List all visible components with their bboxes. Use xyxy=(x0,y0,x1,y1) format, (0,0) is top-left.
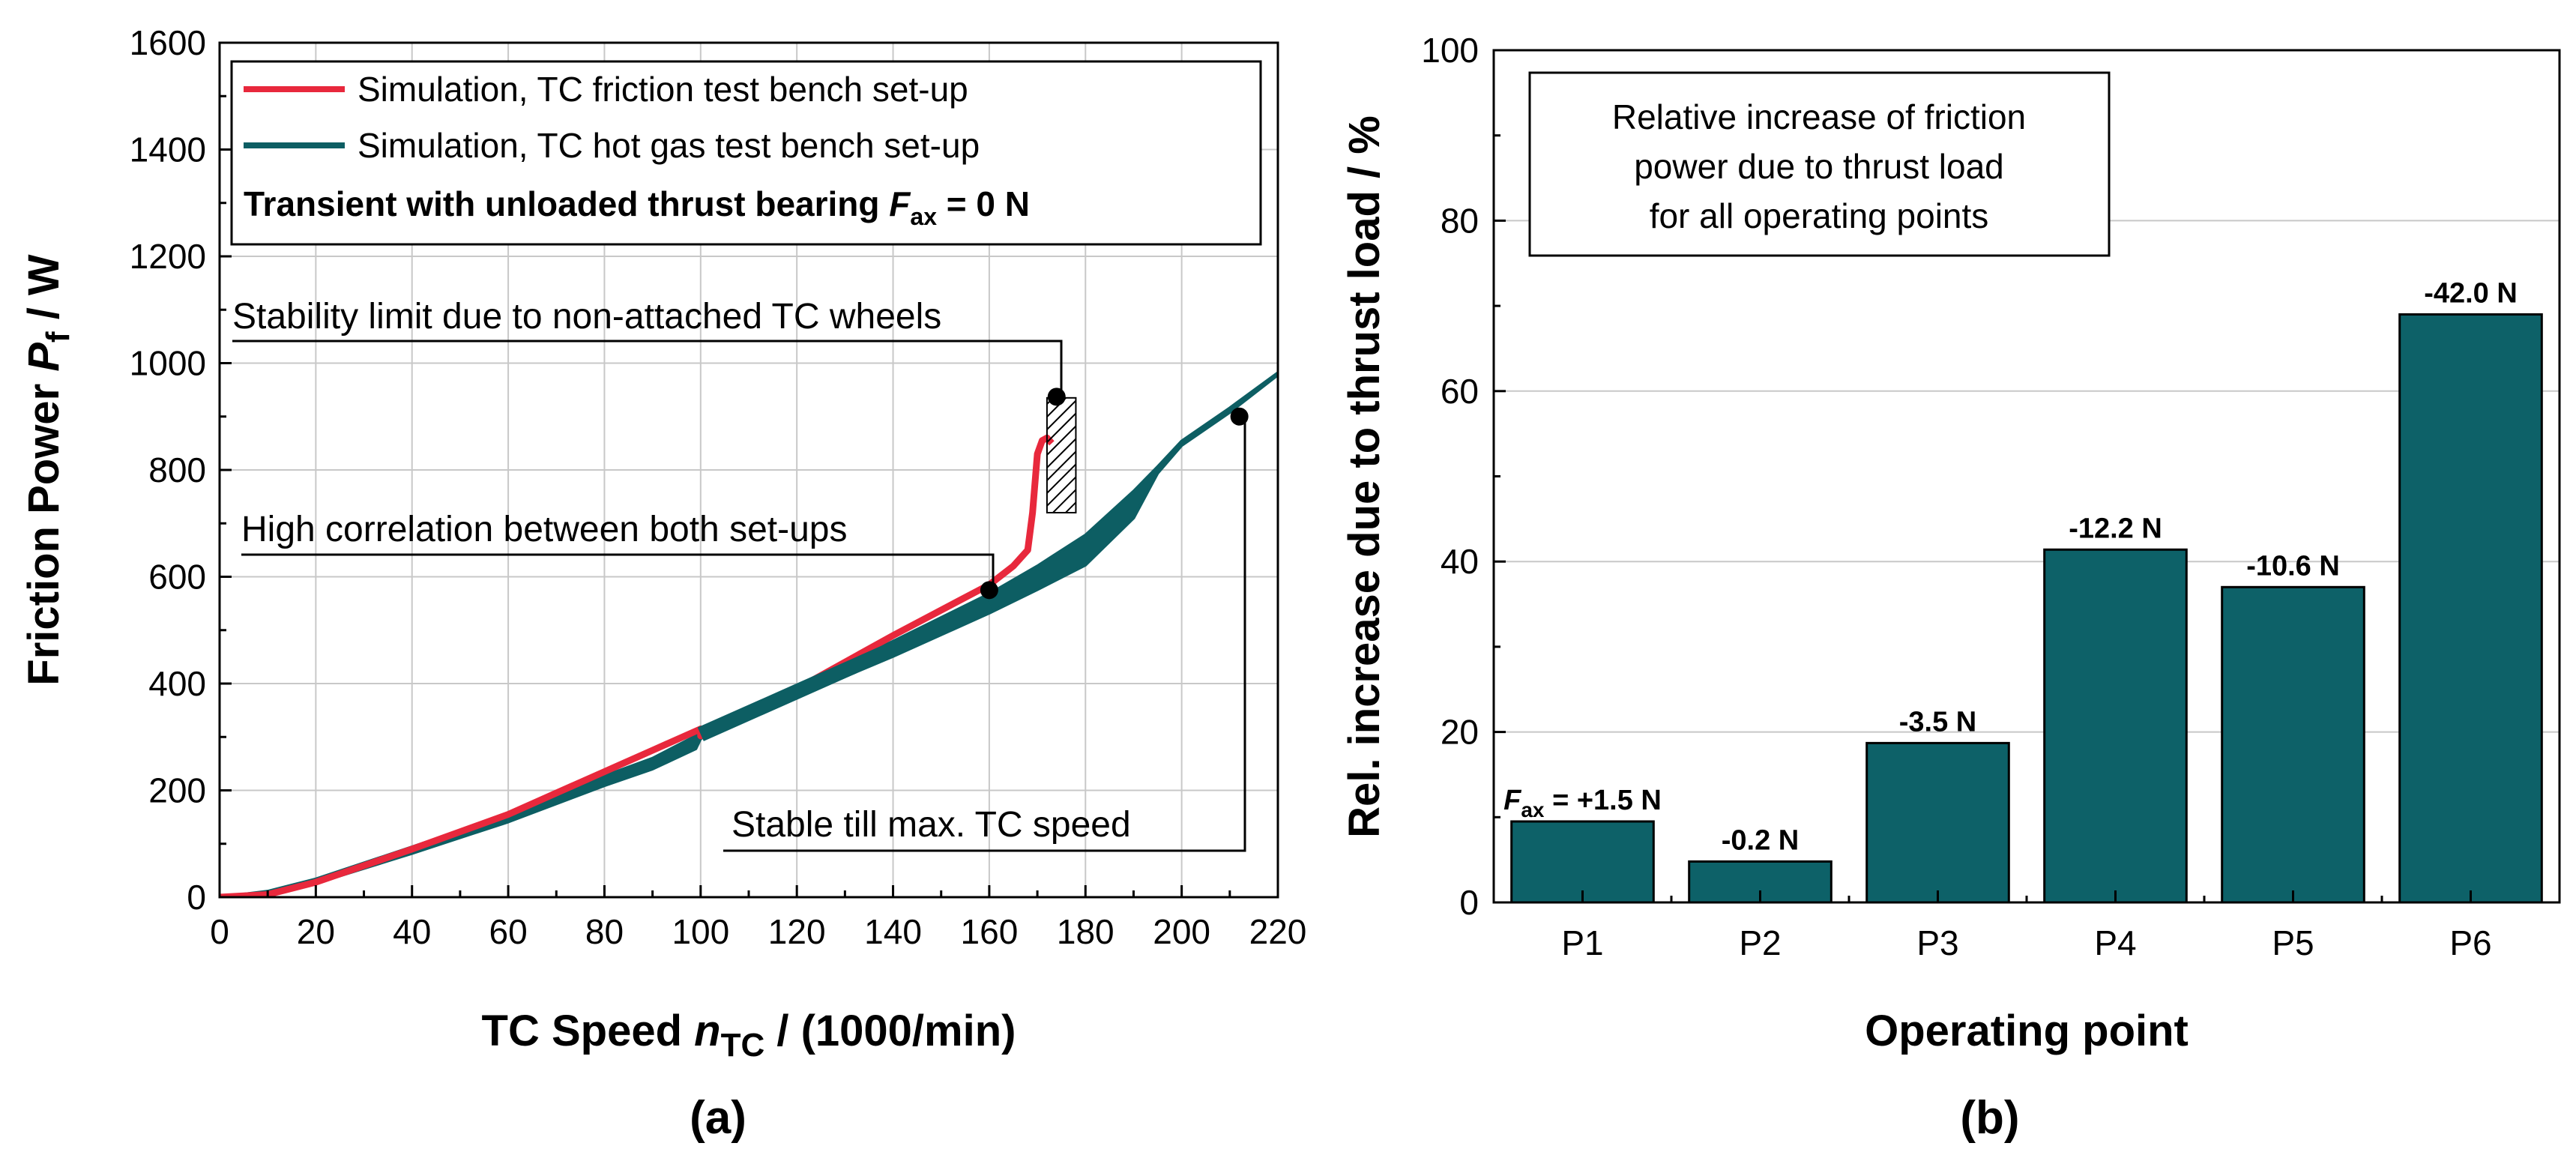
b-y-tick-label: 60 xyxy=(1441,372,1479,411)
x-tick-label: 220 xyxy=(1249,912,1307,951)
panel-b-bars: Fax = +1.5 N -0.2 N -3.5 N -12.2 N -10.6 N -4… xyxy=(1503,277,2543,904)
annotation-marker xyxy=(980,581,998,600)
b-x-tick-label: P6 xyxy=(2449,923,2491,962)
series-hotgas-overlay xyxy=(697,597,993,741)
bar-data-label: -42.0 N xyxy=(2424,277,2518,309)
panel-a-y-axis-title: Friction Power Pf / W xyxy=(19,254,76,686)
x-tick-label: 160 xyxy=(961,912,1019,951)
b-x-tick-label: P4 xyxy=(2094,923,2136,962)
bar-data-label: -3.5 N xyxy=(1899,706,1976,738)
panel-a-label: (a) xyxy=(690,1092,746,1144)
legend-box xyxy=(230,60,1262,246)
y-tick-label: 200 xyxy=(148,771,206,810)
x-tick-label: 100 xyxy=(672,912,729,951)
stability-hatched-region xyxy=(1046,396,1077,513)
x-tick-label: 120 xyxy=(768,912,826,951)
y-tick-label: 800 xyxy=(148,450,206,489)
bar-p4 xyxy=(2043,548,2188,904)
b-y-tick-label: 40 xyxy=(1441,542,1479,581)
panel-a-series xyxy=(220,371,1278,897)
annotation-marker xyxy=(1047,388,1066,406)
x-tick-label: 20 xyxy=(297,912,335,951)
annotation-markers xyxy=(980,388,1249,600)
panel-b-axis-ticks: 0 20 40 60 80 100 P1 P2 P3 P4 P5 P6 xyxy=(1421,31,2491,962)
y-tick-label: 1600 xyxy=(130,23,206,62)
y-tick-label: 0 xyxy=(187,878,206,917)
info-box-frame xyxy=(1528,71,2111,257)
panel-a-axis-ticks: 0 20 40 60 80 100 120 140 160 180 200 220 0 200 400 600… xyxy=(130,23,1307,951)
y-tick-label: 1400 xyxy=(130,130,206,169)
y-tick-label: 400 xyxy=(148,664,206,703)
bar-p3 xyxy=(1865,741,2010,904)
bar-data-label: Fax = +1.5 N xyxy=(1503,785,1662,821)
annotation-high-correlation: High correlation between both set-ups xyxy=(241,510,847,549)
b-x-tick-label: P1 xyxy=(1561,923,1603,962)
panel-b-label: (b) xyxy=(1960,1092,2019,1144)
annotation-correlation-leader xyxy=(241,553,995,592)
info-box-line-3: for all operating points xyxy=(1650,196,1989,235)
b-y-tick-label: 0 xyxy=(1459,883,1479,922)
panel-b-info-box: Relative increase of friction power due … xyxy=(1528,71,2111,257)
y-tick-label: 600 xyxy=(148,558,206,597)
b-x-tick-label: P5 xyxy=(2272,923,2314,962)
series-hotgas-band xyxy=(220,371,1278,897)
legend-entry-friction: Simulation, TC friction test bench set-u… xyxy=(358,70,968,109)
bar-data-label: -12.2 N xyxy=(2069,513,2162,544)
info-box-line-1: Relative increase of friction xyxy=(1612,97,2026,136)
panel-b-y-axis-title: Rel. increase due to thrust load / % xyxy=(1340,115,1389,838)
b-y-tick-label: 20 xyxy=(1441,713,1479,752)
b-x-tick-label: P2 xyxy=(1739,923,1781,962)
bar-p6 xyxy=(2398,313,2543,904)
panel-a-line-chart: 0 20 40 60 80 100 120 140 160 180 200 220 0 200 400 600… xyxy=(19,23,1306,1144)
b-y-tick-label: 100 xyxy=(1421,31,1479,70)
x-tick-label: 80 xyxy=(585,912,624,951)
annotation-stable-max-speed: Stable till max. TC speed xyxy=(732,805,1131,845)
panel-a-annotations: Stability limit due to non-attached TC w… xyxy=(232,297,1249,852)
legend-note: Transient with unloaded thrust bearing F… xyxy=(244,184,1030,230)
annotation-stable-leader xyxy=(723,420,1246,852)
x-tick-label: 140 xyxy=(864,912,922,951)
info-box-line-2: power due to thrust load xyxy=(1634,147,2004,186)
bar-data-label: -10.6 N xyxy=(2246,550,2340,582)
panel-b-x-axis-title: Operating point xyxy=(1865,1007,2189,1055)
x-tick-label: 200 xyxy=(1153,912,1210,951)
panel-b-bar-chart: Fax = +1.5 N -0.2 N -3.5 N -12.2 N -10.6 N -4… xyxy=(1340,31,2561,1144)
panel-a-legend: Simulation, TC friction test bench set-u… xyxy=(230,60,1262,246)
panel-a-x-axis-title: TC Speed nTC / (1000/min) xyxy=(482,1007,1016,1064)
x-tick-label: 60 xyxy=(489,912,528,951)
bar-p1 xyxy=(1510,820,1655,904)
annotation-stability-limit: Stability limit due to non-attached TC w… xyxy=(232,297,941,337)
b-x-tick-label: P3 xyxy=(1916,923,1958,962)
x-tick-label: 0 xyxy=(210,912,229,951)
annotation-marker xyxy=(1230,407,1249,426)
legend-entry-hotgas: Simulation, TC hot gas test bench set-up xyxy=(358,126,980,165)
x-tick-label: 40 xyxy=(393,912,431,951)
bar-p5 xyxy=(2221,585,2365,904)
annotation-stability-leader xyxy=(232,340,1063,397)
x-tick-label: 180 xyxy=(1057,912,1114,951)
y-tick-label: 1000 xyxy=(130,344,206,383)
y-tick-label: 1200 xyxy=(130,237,206,276)
bar-data-label: -0.2 N xyxy=(1722,824,1799,856)
b-y-tick-label: 80 xyxy=(1441,201,1479,240)
